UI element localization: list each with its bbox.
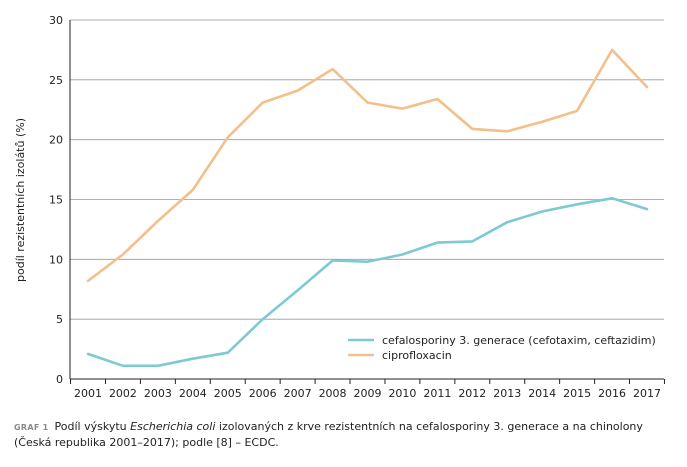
x-tick-labels: 2001 2002 2003 2004 2005 2006 2007 2008 2009 2010… (74, 387, 661, 400)
y-tick-label: 0 (56, 373, 63, 386)
x-tick-label: 2001 (74, 387, 102, 400)
x-tick-label: 2007 (284, 387, 312, 400)
x-tick-label: 2011 (423, 387, 451, 400)
series-lines (86, 48, 649, 368)
series-line-2 (86, 48, 649, 283)
y-axis-title: podíl rezistentních izolátů (%) (14, 118, 27, 282)
x-tick-label: 2010 (388, 387, 416, 400)
y-tick-label: 5 (56, 313, 63, 326)
caption-tag: GRAF 1 (14, 423, 49, 432)
x-tick-label: 2009 (354, 387, 382, 400)
x-tick-label: 2016 (598, 387, 626, 400)
legend-label-2: ciprofloxacin (382, 349, 452, 362)
y-tick-label: 30 (49, 14, 63, 27)
gridlines (70, 19, 664, 320)
figure-caption: GRAF 1 Podíl výskytu Escherichia coli izo… (14, 419, 678, 450)
y-tick-label: 20 (49, 134, 63, 147)
x-tick-label: 2002 (109, 387, 137, 400)
x-tick-label: 2005 (214, 387, 242, 400)
axes (69, 20, 665, 384)
y-tick-label: 25 (49, 74, 63, 87)
caption-text-after: izolovaných z krve rezistentních na cefa… (14, 420, 643, 449)
x-tick-label: 2004 (179, 387, 207, 400)
y-tick-label: 15 (49, 194, 63, 207)
y-tick-label: 10 (49, 253, 63, 266)
y-tick-labels: 0 5 10 15 20 25 30 (49, 14, 63, 386)
x-tick-label: 2013 (493, 387, 521, 400)
x-tick-label: 2014 (528, 387, 556, 400)
x-tick-label: 2003 (144, 387, 172, 400)
x-tick-label: 2017 (633, 387, 661, 400)
x-tick-label: 2008 (319, 387, 347, 400)
series-line-1 (86, 197, 649, 368)
legend-label-1: cefalosporiny 3. generace (cefotaxim, ce… (382, 334, 656, 347)
x-tick-label: 2015 (563, 387, 591, 400)
caption-text-italic: Escherichia coli (130, 420, 216, 433)
x-tick-label: 2012 (458, 387, 486, 400)
x-tick-label: 2006 (249, 387, 277, 400)
legend: cefalosporiny 3. generace (cefotaxim, ce… (348, 334, 656, 362)
caption-text-before: Podíl výskytu (54, 420, 131, 433)
